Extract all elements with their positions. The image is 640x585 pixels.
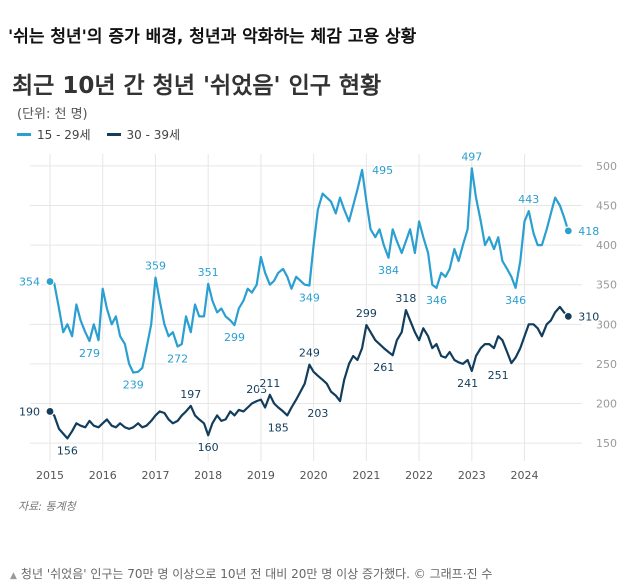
data-label: 318 bbox=[395, 292, 416, 305]
x-tick-label: 2020 bbox=[300, 469, 328, 482]
x-tick-label: 2024 bbox=[511, 469, 539, 482]
data-marker bbox=[563, 311, 573, 321]
data-label: 299 bbox=[356, 307, 377, 320]
legend-item-30-39: 30 - 39세 bbox=[106, 126, 181, 143]
unit-label: (단위: 천 명) bbox=[17, 107, 88, 122]
legend-swatch-15-29 bbox=[17, 133, 31, 136]
x-tick-label: 2019 bbox=[247, 469, 275, 482]
data-label: 261 bbox=[373, 361, 394, 374]
data-label: 239 bbox=[123, 379, 144, 392]
data-label: 203 bbox=[307, 407, 328, 420]
legend-label-15-29: 15 - 29세 bbox=[37, 128, 91, 142]
data-label: 160 bbox=[198, 441, 219, 454]
data-label: 241 bbox=[457, 377, 478, 390]
y-tick-label: 500 bbox=[596, 160, 617, 173]
y-tick-label: 200 bbox=[596, 398, 617, 411]
y-tick-label: 300 bbox=[596, 318, 617, 331]
data-label: 185 bbox=[268, 421, 289, 434]
y-tick-label: 350 bbox=[596, 279, 617, 292]
data-label: 190 bbox=[19, 405, 40, 418]
x-tick-label: 2021 bbox=[352, 469, 380, 482]
data-label: 418 bbox=[578, 225, 599, 238]
data-label: 495 bbox=[372, 164, 393, 177]
data-label: 384 bbox=[378, 264, 399, 277]
series-line-1 bbox=[48, 305, 570, 440]
data-label: 497 bbox=[461, 150, 482, 163]
data-label: 211 bbox=[259, 377, 280, 390]
x-tick-label: 2016 bbox=[89, 469, 117, 482]
y-tick-label: 250 bbox=[596, 358, 617, 371]
caption: ▲ 청년 '쉬었음' 인구는 70만 명 이상으로 10년 전 대비 20만 명 … bbox=[10, 565, 492, 582]
x-tick-label: 2017 bbox=[141, 469, 169, 482]
x-tick-label: 2023 bbox=[458, 469, 486, 482]
legend-label-30-39: 30 - 39세 bbox=[126, 128, 181, 142]
data-label: 299 bbox=[224, 331, 245, 344]
data-label: 249 bbox=[299, 347, 320, 360]
data-label: 349 bbox=[299, 292, 320, 305]
data-marker bbox=[45, 276, 55, 287]
data-label: 251 bbox=[488, 369, 509, 382]
data-label: 359 bbox=[145, 260, 166, 273]
data-label: 156 bbox=[57, 444, 78, 457]
line-chart: 150 200 250 300 350 400 450 500 2015 2016 2017 2018… bbox=[18, 150, 618, 482]
legend-swatch-30-39 bbox=[106, 133, 121, 136]
data-label: 351 bbox=[198, 266, 219, 279]
series-line-0 bbox=[48, 167, 570, 374]
data-label: 197 bbox=[180, 388, 201, 401]
data-marker bbox=[563, 226, 573, 236]
data-label: 203 bbox=[246, 383, 267, 396]
data-label: 346 bbox=[426, 294, 447, 307]
data-label: 443 bbox=[518, 193, 539, 206]
x-tick-label: 2022 bbox=[405, 469, 433, 482]
headline: '쉬는 청년'의 증가 배경, 청년과 악화하는 체감 고용 상황 bbox=[8, 27, 417, 47]
data-label: 346 bbox=[505, 294, 526, 307]
y-tick-label: 450 bbox=[596, 200, 617, 213]
triangle-icon: ▲ bbox=[10, 571, 17, 581]
data-label: 310 bbox=[578, 310, 599, 323]
y-tick-label: 400 bbox=[596, 239, 617, 252]
data-marker bbox=[45, 406, 55, 417]
chart-title: 최근 10년 간 청년 '쉬었음' 인구 현황 bbox=[12, 73, 382, 99]
y-tick-label: 150 bbox=[596, 437, 617, 450]
data-label: 354 bbox=[19, 276, 40, 289]
data-label: 272 bbox=[167, 352, 188, 365]
source-note: 자료: 통계청 bbox=[18, 500, 76, 513]
legend-item-15-29: 15 - 29세 bbox=[17, 126, 91, 143]
x-tick-label: 2018 bbox=[194, 469, 222, 482]
x-tick-label: 2015 bbox=[36, 469, 64, 482]
legend: 15 - 29세 30 - 39세 bbox=[17, 126, 196, 143]
caption-text: 청년 '쉬었음' 인구는 70만 명 이상으로 10년 전 대비 20만 명 이… bbox=[20, 567, 493, 581]
data-label: 279 bbox=[79, 347, 100, 360]
